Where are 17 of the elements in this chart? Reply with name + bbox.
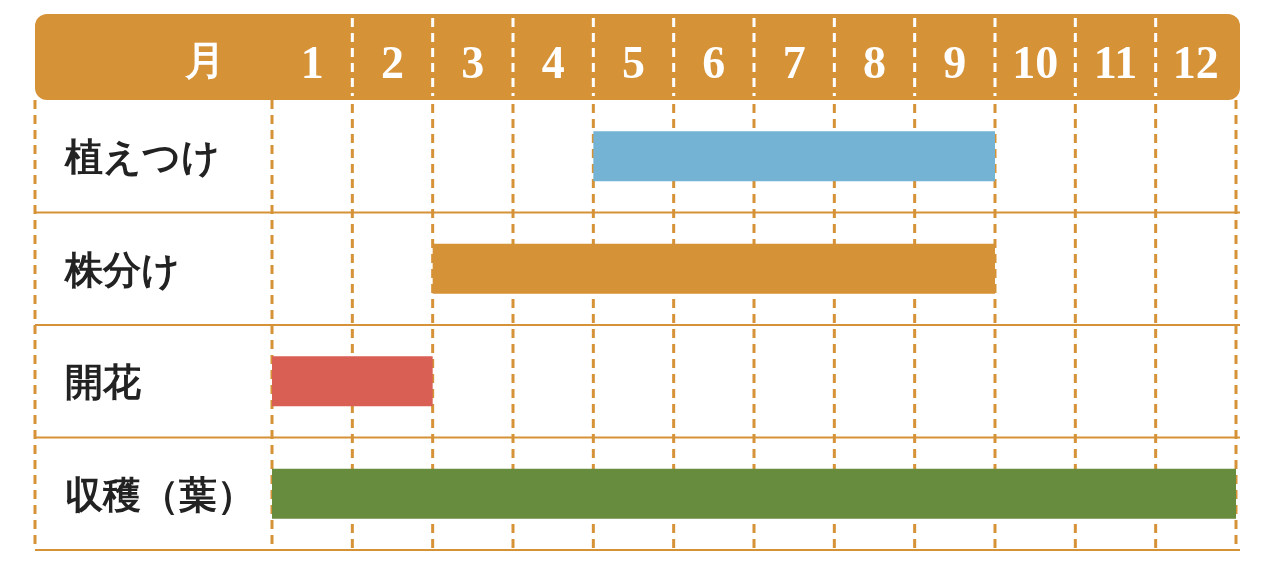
x-tick-label: 11 [1093, 37, 1138, 88]
x-tick-label: 9 [943, 37, 967, 88]
y-tick-label: 開花 [65, 360, 141, 405]
x-tick-label: 5 [622, 37, 645, 88]
y-tick-label: 株分け [63, 247, 180, 292]
x-tick-label: 3 [461, 37, 485, 88]
x-tick-label: 1 [300, 37, 324, 88]
x-tick-label: 8 [863, 37, 886, 88]
x-tick-label: 4 [541, 37, 565, 88]
x-tick-label: 7 [782, 37, 806, 88]
x-tick-label: 2 [381, 37, 404, 88]
y-tick-label: 植えつけ [64, 135, 220, 180]
x-tick-label: 6 [702, 37, 726, 88]
x-axis-title: 月 [184, 36, 225, 83]
y-tick-label: 収穫（葉） [65, 472, 255, 517]
x-tick-label: 10 [1012, 37, 1059, 88]
x-tick-label: 12 [1172, 37, 1219, 88]
